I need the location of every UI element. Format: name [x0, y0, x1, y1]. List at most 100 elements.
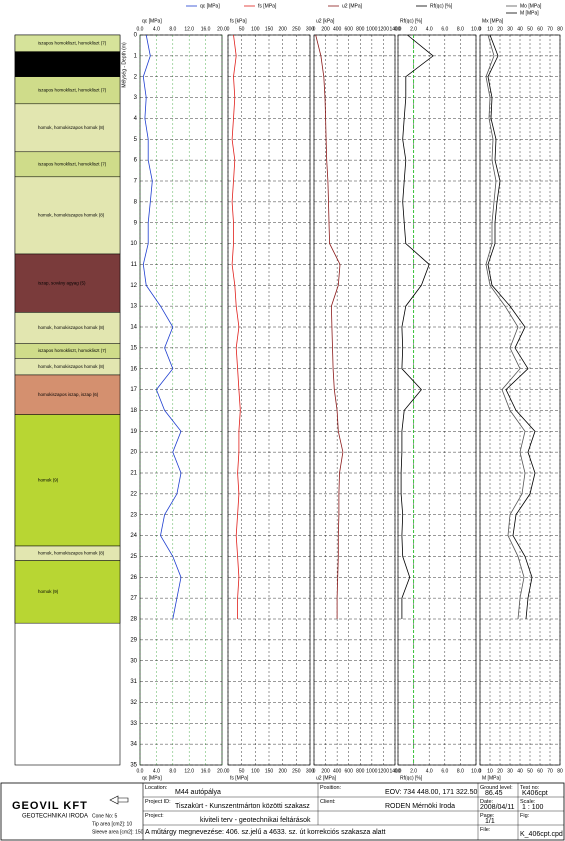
soil-layer — [14, 103, 121, 153]
company: GEOVIL KFT — [12, 800, 88, 812]
soil-label: iszapos homokliszt, homokliszt (7) — [38, 41, 107, 46]
panel-frame — [139, 34, 223, 766]
date: 2008/04/11 — [480, 804, 515, 811]
x-tick-label: 12.0 — [184, 768, 194, 774]
y-tick-label: 10 — [130, 241, 137, 247]
test: K406cpt — [522, 790, 548, 797]
y-tick-label: 18 — [130, 408, 137, 414]
y-tick-label: 11 — [131, 262, 138, 268]
y-tick-label: 31 — [130, 679, 137, 685]
project-id: Tiszakürt - Kunszentmárton közötti szaka… — [175, 803, 310, 810]
x-tick-label: 1000 — [366, 26, 377, 32]
y-tick-label: 28 — [130, 617, 137, 623]
x-tick-label: 12.0 — [184, 26, 194, 32]
y-tick-label: 4 — [134, 116, 138, 122]
x-tick-label: 300 — [306, 768, 315, 774]
x-tick-label: 200 — [278, 768, 287, 774]
y-tick-label: 13 — [130, 304, 137, 310]
scale: 1 : 100 — [522, 804, 544, 811]
y-axis-label: Mélység - Depth (m) — [121, 42, 127, 88]
soil-layer — [14, 312, 121, 344]
soil-label: iszapos homokliszt, homokliszt (7) — [38, 348, 107, 353]
panel-title: Rf(qc) [%] — [400, 18, 423, 24]
x-tick-label: 6.0 — [441, 26, 448, 32]
soil-label: iszapos homokliszt, homokliszt (7) — [38, 162, 107, 167]
x-tick-label: 40 — [517, 26, 523, 32]
description: A műtárgy megnevezése: 406. sz.jelű a 46… — [145, 829, 386, 836]
location: M44 autópálya — [175, 789, 221, 796]
x-tick-label: 0 — [313, 26, 316, 32]
x-tick-label: 1400 — [389, 26, 400, 32]
x-tick-label: 50 — [527, 768, 533, 774]
y-tick-label: 14 — [130, 325, 137, 331]
y-tick-label: 21 — [130, 471, 137, 477]
y-tick-label: 9 — [134, 220, 138, 226]
panel-frame — [397, 34, 477, 766]
x-tick-label: 4.0 — [153, 768, 160, 774]
footer-frame — [0, 782, 565, 841]
x-tick-label: 20 — [497, 26, 503, 32]
x-tick-label: 80 — [557, 768, 563, 774]
x-tick-label: 0.0 — [137, 768, 144, 774]
soil-layer — [14, 253, 121, 313]
y-tick-label: 22 — [130, 491, 137, 497]
y-tick-label: 0 — [134, 33, 138, 39]
y-tick-label: 27 — [130, 596, 137, 602]
x-tick-label: 4.0 — [426, 26, 433, 32]
x-tick-label: 800 — [356, 26, 365, 32]
sleeve-area: Sleeve area [cm2]: 150 — [92, 829, 144, 835]
division: GEOTECHNIKAI IRODA — [22, 814, 88, 820]
legend-label: fs [MPa] — [258, 3, 277, 9]
y-tick-label: 24 — [130, 533, 137, 539]
panel-xlabel: Rf(qc) [%] — [400, 775, 423, 781]
x-tick-label: 200 — [321, 26, 330, 32]
x-tick-label: 2.0 — [410, 768, 417, 774]
scale-label: Scale: — [520, 799, 536, 805]
x-tick-label: 100 — [251, 768, 260, 774]
date-label: Date: — [480, 799, 494, 805]
x-tick-label: 70 — [547, 26, 553, 32]
x-tick-label: 1400 — [389, 768, 400, 774]
x-tick-label: 50 — [239, 26, 245, 32]
location-label: Location: — [145, 785, 168, 791]
page-number: 1/1 — [485, 818, 495, 825]
y-tick-label: 35 — [130, 763, 137, 769]
x-tick-label: 60 — [537, 26, 543, 32]
x-tick-label: 0.0 — [395, 26, 402, 32]
x-tick-label: 40 — [517, 768, 523, 774]
ground: 86.45 — [485, 790, 503, 797]
project: kiviteli terv - geotechnikai feltárások — [200, 817, 311, 824]
y-tick-label: 3 — [134, 95, 138, 101]
x-tick-label: 50 — [239, 768, 245, 774]
x-tick-label: 16.0 — [201, 26, 211, 32]
soil-layer — [14, 374, 121, 415]
panel-title: qc [MPa] — [142, 18, 162, 24]
x-tick-label: 100 — [251, 26, 260, 32]
x-tick-label: 10.0 — [471, 26, 481, 32]
x-tick-label: 150 — [265, 26, 274, 32]
y-tick-label: 33 — [130, 721, 137, 727]
series-line — [142, 34, 182, 620]
legend-label: Mo [MPa] — [520, 3, 542, 9]
soil-label: homok, homokiszapos homok (8) — [38, 550, 105, 555]
ground-label: Ground level: — [480, 785, 513, 791]
x-tick-label: 150 — [265, 768, 274, 774]
soil-label: homok, homokiszapos homok (8) — [38, 364, 105, 369]
y-tick-label: 19 — [130, 429, 137, 435]
x-tick-label: 20 — [497, 768, 503, 774]
cone: Cone No: 5 — [92, 813, 118, 819]
x-tick-label: 200 — [278, 26, 287, 32]
panel-title: fs [kPa] — [230, 18, 247, 24]
x-tick-label: 4.0 — [426, 768, 433, 774]
x-tick-label: 0 — [479, 26, 482, 32]
x-tick-label: 60 — [537, 768, 543, 774]
series-line — [400, 34, 434, 619]
x-tick-label: 600 — [345, 26, 354, 32]
soil-label: iszapos homokliszt, homokliszt (7) — [38, 87, 107, 92]
soil-label: homok (9) — [38, 589, 59, 594]
client-label: Client: — [320, 799, 336, 805]
series-line — [487, 34, 536, 620]
x-tick-label: 70 — [547, 768, 553, 774]
